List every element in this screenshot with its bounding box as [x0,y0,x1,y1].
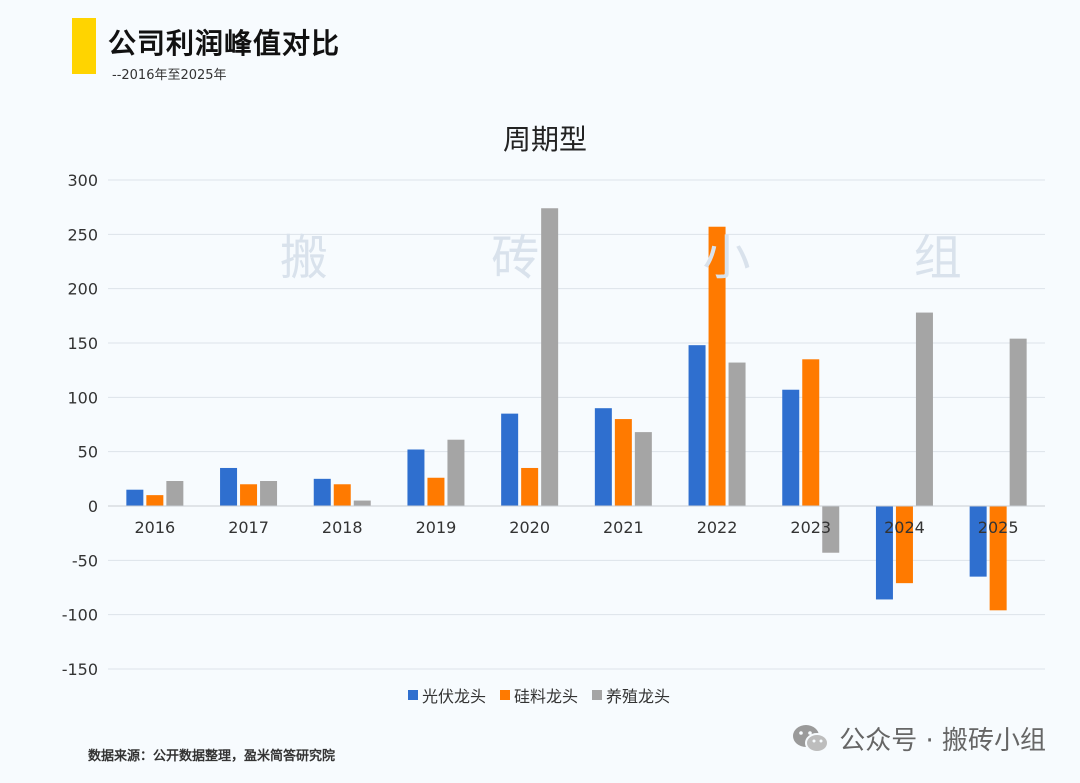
bar-1 [875,506,893,600]
legend-swatch [500,690,511,700]
x-tick-label: 2017 [228,518,269,537]
bar-3 [260,481,278,506]
bar-2 [614,419,632,506]
bar-1 [220,467,238,506]
legend-swatch [408,690,418,700]
bar-2 [427,477,445,506]
y-tick-label: -150 [62,660,98,679]
y-tick-label: 100 [67,388,98,407]
wechat-icon [791,723,831,755]
x-tick-label: 2022 [697,518,738,537]
wechat-watermark: 公众号 · 搬砖小组 [791,720,1046,757]
legend-item: 养殖龙头 [592,683,670,707]
y-tick-label: 150 [67,334,98,353]
x-tick-label: 2020 [509,518,550,537]
x-tick-label: 2019 [416,518,457,537]
bar-3 [915,312,933,506]
bar-3 [822,506,840,553]
wechat-watermark-text: 公众号 · 搬砖小组 [839,726,1046,756]
bar-3 [353,500,371,506]
bar-1 [501,413,519,506]
x-tick-label: 2021 [603,518,644,537]
bar-1 [126,489,144,506]
legend-label: 光伏龙头 [422,687,487,706]
bar-1 [407,449,425,506]
y-tick-label: 0 [88,497,98,516]
y-tick-label: 50 [78,443,98,462]
y-tick-label: -50 [72,551,98,570]
bar-1 [594,408,612,506]
x-tick-label: 2025 [978,518,1019,537]
legend-label: 硅料龙头 [514,687,579,706]
x-tick-label: 2016 [134,518,175,537]
title-accent-bar [72,18,96,74]
bar-2 [521,467,539,506]
page-title: 公司利润峰值对比 [108,27,341,60]
bar-2 [333,484,351,506]
bar-3 [541,208,559,506]
bar-1 [688,345,706,506]
bar-2 [895,506,913,584]
legend-label: 养殖龙头 [606,687,671,706]
x-tick-label: 2023 [790,518,831,537]
legend-item: 光伏龙头 [408,683,486,707]
bar-1 [782,389,800,506]
watermark-text: 搬 砖 小 组 [280,230,1036,286]
legend-item: 硅料龙头 [500,683,578,707]
bar-2 [240,484,258,506]
bar-3 [728,362,746,506]
bar-3 [166,481,184,506]
bar-3 [447,439,465,506]
y-tick-label: 300 [67,171,98,190]
chart-title: 周期型 [502,123,587,156]
bar-2 [146,495,164,506]
y-tick-label: 250 [67,225,98,244]
bar-3 [1009,338,1027,506]
page-subtitle: --2016年至2025年 [112,68,227,83]
bar-2 [989,506,1007,611]
chart-legend: 光伏龙头 硅料龙头 养殖龙头 [408,683,670,707]
legend-swatch [592,690,603,700]
y-tick-label: 200 [67,280,98,299]
bar-1 [313,478,331,506]
x-tick-label: 2024 [884,518,925,537]
bar-3 [634,432,652,506]
source-note: 数据来源：公开数据整理，盈米简答研究院 [88,749,336,764]
bar-1 [969,506,987,577]
x-tick-label: 2018 [322,518,363,537]
bar-2 [802,359,820,506]
y-tick-label: -100 [62,606,98,625]
bar-2 [708,226,726,506]
